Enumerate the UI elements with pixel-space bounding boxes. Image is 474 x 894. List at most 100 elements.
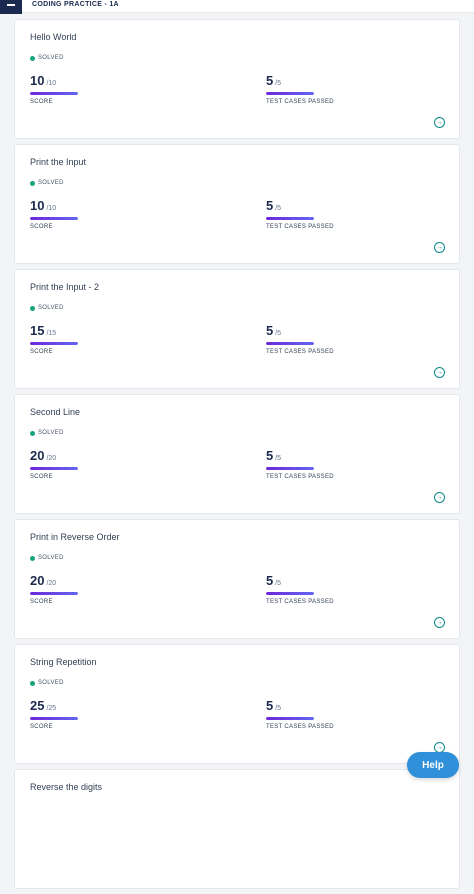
score-value: 20 (30, 573, 45, 588)
score-value: 20 (30, 448, 45, 463)
problem-card[interactable]: Second Line SOLVED 20/20 SCORE 5/5 TEST … (14, 394, 460, 514)
score-label: SCORE (30, 99, 53, 105)
tests-progress-fill (266, 342, 314, 345)
score-max: /10 (46, 80, 57, 87)
score-label: SCORE (30, 724, 53, 730)
score-stat: 10/10 SCORE (30, 197, 78, 230)
tests-progress-fill (266, 217, 314, 220)
score-label: SCORE (30, 599, 53, 605)
tests-progress-bar (266, 467, 314, 470)
tests-label: TEST CASES PASSED (266, 724, 334, 730)
score-progress-bar (30, 467, 78, 470)
problem-card[interactable]: String Repetition SOLVED 25/25 SCORE 5/5… (14, 644, 460, 764)
score-progress-bar (30, 217, 78, 220)
tests-max: /5 (275, 580, 282, 587)
tests-max: /5 (275, 330, 282, 337)
tests-value: 5 (266, 573, 274, 588)
score-stat: 10/10 SCORE (30, 72, 78, 105)
status-label: SOLVED (38, 555, 64, 561)
tests-stat: 5/5 TEST CASES PASSED (266, 197, 334, 230)
status-label: SOLVED (38, 430, 64, 436)
score-max: /15 (46, 330, 57, 337)
score-progress-fill (30, 592, 78, 595)
tests-stat: 5/5 TEST CASES PASSED (266, 697, 334, 730)
score-value: 10 (30, 198, 45, 213)
tests-stat: 5/5 TEST CASES PASSED (266, 322, 334, 355)
help-button[interactable]: Help (407, 752, 459, 778)
tests-progress-bar (266, 92, 314, 95)
solved-dot-icon (30, 430, 35, 436)
status-badge: SOLVED (30, 305, 64, 311)
problem-title[interactable]: Print the Input - 2 (30, 282, 100, 292)
status-badge: SOLVED (30, 430, 64, 436)
score-stat: 15/15 SCORE (30, 322, 78, 355)
tests-progress-bar (266, 217, 314, 220)
problem-title[interactable]: String Repetition (30, 657, 97, 667)
tests-progress-fill (266, 92, 314, 95)
tests-progress-bar (266, 592, 314, 595)
solved-dot-icon (30, 305, 35, 311)
top-bar: CODING PRACTICE - 1A (0, 0, 474, 14)
problem-title[interactable]: Print in Reverse Order (30, 532, 120, 542)
problem-card[interactable]: Print in Reverse Order SOLVED 20/20 SCOR… (14, 519, 460, 639)
tests-stat: 5/5 TEST CASES PASSED (266, 72, 334, 105)
problem-list: Hello World SOLVED 10/10 SCORE 5/5 TEST … (14, 19, 460, 894)
tests-value: 5 (266, 448, 274, 463)
problem-title[interactable]: Second Line (30, 407, 81, 417)
tests-stat: 5/5 TEST CASES PASSED (266, 572, 334, 605)
problem-card[interactable]: Hello World SOLVED 10/10 SCORE 5/5 TEST … (14, 19, 460, 139)
tests-progress-fill (266, 467, 314, 470)
score-max: /10 (46, 205, 57, 212)
score-value: 10 (30, 73, 45, 88)
tests-max: /5 (275, 705, 282, 712)
score-progress-bar (30, 342, 78, 345)
score-progress-fill (30, 217, 78, 220)
status-badge: SOLVED (30, 680, 64, 686)
score-label: SCORE (30, 474, 53, 480)
solved-dot-icon (30, 555, 35, 561)
score-label: SCORE (30, 349, 53, 355)
tests-label: TEST CASES PASSED (266, 224, 334, 230)
tests-max: /5 (275, 205, 282, 212)
solved-dot-icon (30, 180, 35, 186)
tests-label: TEST CASES PASSED (266, 599, 334, 605)
tests-progress-fill (266, 717, 314, 720)
tests-value: 5 (266, 198, 274, 213)
score-max: /25 (46, 705, 57, 712)
tests-value: 5 (266, 73, 274, 88)
tests-value: 5 (266, 323, 274, 338)
problem-title[interactable]: Hello World (30, 32, 77, 42)
tests-label: TEST CASES PASSED (266, 349, 334, 355)
arrow-right-circle-icon[interactable]: → (434, 492, 445, 503)
status-badge: SOLVED (30, 55, 64, 61)
tests-progress-bar (266, 717, 314, 720)
status-badge: SOLVED (30, 180, 64, 186)
page-title: CODING PRACTICE - 1A (32, 1, 119, 8)
arrow-right-circle-icon[interactable]: → (434, 367, 445, 378)
problem-card[interactable]: Print the Input - 2 SOLVED 15/15 SCORE 5… (14, 269, 460, 389)
arrow-right-circle-icon[interactable]: → (434, 242, 445, 253)
solved-dot-icon (30, 55, 35, 61)
tests-stat: 5/5 TEST CASES PASSED (266, 447, 334, 480)
arrow-right-circle-icon[interactable]: → (434, 617, 445, 628)
arrow-right-circle-icon[interactable]: → (434, 117, 445, 128)
tests-label: TEST CASES PASSED (266, 99, 334, 105)
tests-max: /5 (275, 80, 282, 87)
tests-progress-fill (266, 592, 314, 595)
score-progress-bar (30, 717, 78, 720)
score-max: /20 (46, 580, 57, 587)
status-label: SOLVED (38, 305, 64, 311)
score-value: 15 (30, 323, 45, 338)
problem-title[interactable]: Reverse the digits (30, 782, 103, 792)
tests-max: /5 (275, 455, 282, 462)
status-badge: SOLVED (30, 555, 64, 561)
problem-card[interactable]: Print the Input SOLVED 10/10 SCORE 5/5 T… (14, 144, 460, 264)
problem-title[interactable]: Print the Input (30, 157, 87, 167)
tests-progress-bar (266, 342, 314, 345)
score-stat: 20/20 SCORE (30, 447, 78, 480)
score-label: SCORE (30, 224, 53, 230)
score-value: 25 (30, 698, 45, 713)
problem-card[interactable]: Reverse the digits (14, 769, 460, 889)
status-label: SOLVED (38, 680, 64, 686)
sidebar-toggle-icon[interactable] (0, 0, 22, 14)
